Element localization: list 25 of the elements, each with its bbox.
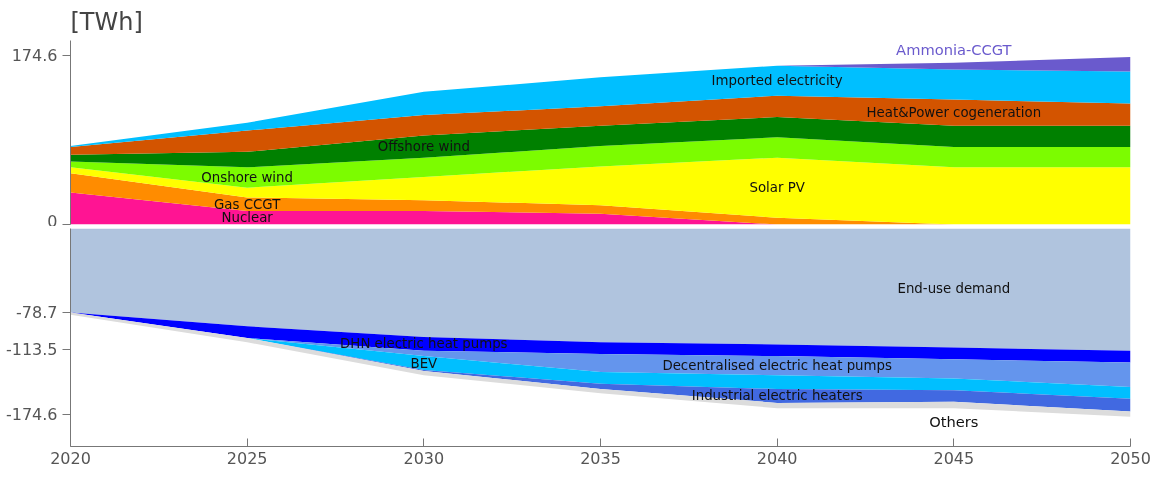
series-label: Imported electricity <box>711 73 843 89</box>
y-tick-label: -78.7 <box>16 303 58 323</box>
y-tick-label: 0 <box>47 211 58 231</box>
x-tick-label: 2035 <box>580 448 621 468</box>
y-tick-label: -174.6 <box>5 405 58 425</box>
y-tick-label: 174.6 <box>11 46 58 66</box>
series-label: Ammonia-CCGT <box>896 40 1012 58</box>
x-tick-label: 2020 <box>50 448 91 468</box>
series-label: Others <box>929 413 979 431</box>
series-label: Nuclear <box>221 210 274 226</box>
series-label: Heat&Power cogeneration <box>866 105 1042 121</box>
x-tick-label: 2025 <box>226 448 268 468</box>
series-label: Decentralised electric heat pumps <box>662 358 892 374</box>
series-label: Offshore wind <box>377 139 471 155</box>
series-label: Gas CCGT <box>214 196 282 212</box>
x-tick-label: 2040 <box>756 448 798 468</box>
x-tick-label: 2045 <box>933 448 975 468</box>
series-label: BEV <box>410 355 438 371</box>
x-tick-label: 2050 <box>1110 448 1151 468</box>
x-tick-label: 2030 <box>403 448 445 468</box>
series-label: Onshore wind <box>201 170 293 186</box>
y-axis-title: [TWh] <box>70 7 143 36</box>
y-tick-label: -113.5 <box>5 340 58 360</box>
series-label: End-use demand <box>897 280 1011 296</box>
series-label: Solar PV <box>749 180 805 196</box>
